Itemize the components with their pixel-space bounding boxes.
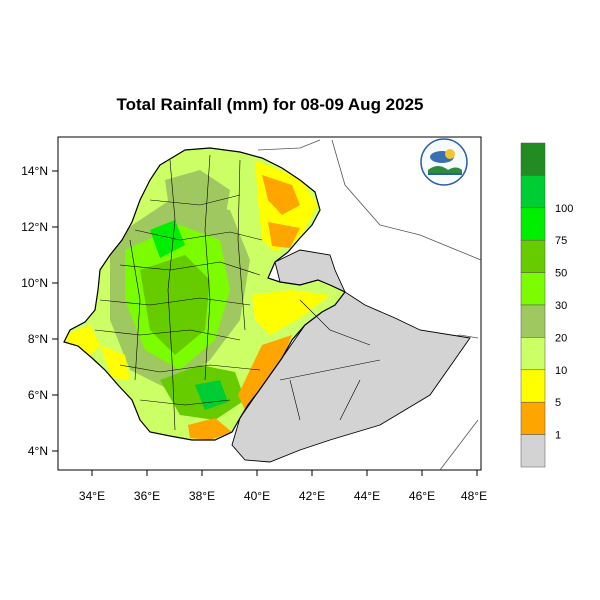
x-axis: 34°E 36°E 38°E 40°E 42°E 44°E 46°E 48°E — [79, 470, 487, 503]
x-tick: 46°E — [409, 470, 435, 503]
y-tick-label: 8°N — [28, 332, 48, 346]
x-tick-label: 44°E — [354, 489, 380, 503]
x-tick-label: 40°E — [244, 489, 270, 503]
colorbar-swatch — [520, 304, 546, 338]
colorbar-label: 75 — [555, 235, 567, 247]
colorbar-swatch — [520, 239, 546, 273]
colorbar-swatch — [520, 401, 546, 435]
colorbar-swatch — [520, 207, 546, 241]
y-tick: 8°N — [28, 332, 58, 346]
colorbar-label: 5 — [555, 397, 561, 409]
colorbar-label: 100 — [555, 203, 573, 215]
colorbar-swatch — [520, 272, 546, 306]
colorbar-label: 30 — [555, 300, 567, 312]
x-tick: 36°E — [134, 470, 160, 503]
admin-borders — [94, 154, 381, 431]
x-tick: 48°E — [461, 470, 487, 503]
x-tick-label: 48°E — [461, 489, 487, 503]
x-tick-label: 46°E — [409, 489, 435, 503]
map-title: Total Rainfall (mm) for 08-09 Aug 2025 — [116, 95, 424, 114]
x-tick-label: 42°E — [299, 489, 325, 503]
colorbar-label: 1 — [555, 430, 561, 442]
colorbar-label: 50 — [555, 268, 567, 280]
colorbar-swatch — [520, 434, 546, 468]
colorbar-swatch — [520, 142, 546, 176]
x-tick-label: 36°E — [134, 489, 160, 503]
y-tick: 10°N — [21, 276, 58, 290]
y-tick: 14°N — [21, 164, 58, 178]
y-tick: 12°N — [21, 220, 58, 234]
x-tick-label: 38°E — [189, 489, 215, 503]
ethiopian-meteorology-institute-logo — [420, 138, 468, 186]
y-tick-label: 14°N — [21, 164, 48, 178]
neighbor-borders — [257, 139, 482, 471]
x-tick: 44°E — [354, 470, 380, 503]
x-tick-label: 34°E — [79, 489, 105, 503]
y-tick-label: 6°N — [28, 388, 48, 402]
sun-icon — [445, 149, 455, 159]
colorbar: 1 5 10 20 30 50 75 100 — [520, 142, 573, 468]
y-tick-label: 4°N — [28, 444, 48, 458]
x-tick: 42°E — [299, 470, 325, 503]
x-tick: 38°E — [189, 470, 215, 503]
colorbar-swatch — [520, 175, 546, 209]
colorbar-swatch — [520, 337, 546, 371]
y-axis: 14°N 12°N 10°N 8°N 6°N 4°N — [21, 164, 58, 458]
colorbar-swatch — [520, 369, 546, 403]
x-tick: 40°E — [244, 470, 270, 503]
y-tick: 6°N — [28, 388, 58, 402]
x-tick: 34°E — [79, 470, 105, 503]
colorbar-label: 10 — [555, 365, 567, 377]
y-tick-label: 12°N — [21, 220, 48, 234]
y-tick: 4°N — [28, 444, 58, 458]
y-tick-label: 10°N — [21, 276, 48, 290]
colorbar-label: 20 — [555, 332, 567, 344]
